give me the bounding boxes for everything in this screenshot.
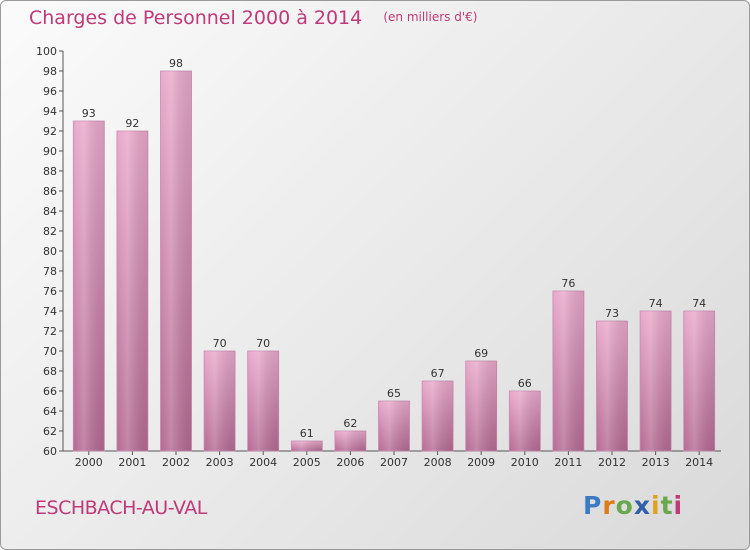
x-tick-label: 2001 [118,456,146,469]
x-tick-label: 2003 [206,456,234,469]
y-tick-label: 92 [43,125,57,138]
chart-subtitle: (en milliers d'€) [383,10,478,24]
data-label: 62 [343,417,357,430]
bar-highlight [73,121,105,451]
data-label: 70 [256,337,270,350]
chart-title: Charges de Personnel 2000 à 2014 [29,7,363,29]
x-tick-label: 2008 [424,456,452,469]
x-tick-label: 2005 [293,456,321,469]
y-tick-label: 94 [43,105,57,118]
data-label: 98 [169,57,183,70]
y-tick-label: 82 [43,225,57,238]
y-tick-label: 64 [43,405,57,418]
x-tick-label: 2009 [467,456,495,469]
commune-name: ESCHBACH-AU-VAL [35,497,207,519]
data-label: 70 [213,337,227,350]
x-tick-label: 2004 [249,456,277,469]
y-tick-label: 66 [43,385,57,398]
data-label: 73 [605,307,619,320]
y-tick-label: 98 [43,65,57,78]
y-tick-label: 100 [36,45,57,58]
y-tick-label: 96 [43,85,57,98]
bar-highlight [596,321,628,451]
bar-highlight [291,441,323,451]
x-tick-label: 2007 [380,456,408,469]
proxiti-logo: Proxiti [583,491,684,520]
x-tick-label: 2002 [162,456,190,469]
y-tick-label: 78 [43,265,57,278]
y-tick-label: 88 [43,165,57,178]
y-tick-label: 76 [43,285,57,298]
x-tick-label: 2013 [642,456,670,469]
x-tick-label: 2012 [598,456,626,469]
data-label: 67 [431,367,445,380]
y-tick-label: 62 [43,425,57,438]
x-tick-label: 2014 [685,456,713,469]
bar-highlight [160,71,192,451]
y-tick-label: 86 [43,185,57,198]
data-label: 74 [649,297,663,310]
bar-highlight [509,391,541,451]
bar-highlight [422,381,454,451]
data-label: 66 [518,377,532,390]
x-tick-label: 2011 [554,456,582,469]
bar-highlight [640,311,672,451]
bar-highlight [378,401,410,451]
bar-highlight [116,131,148,451]
bar-highlight [552,291,584,451]
data-label: 76 [561,277,575,290]
y-tick-label: 72 [43,325,57,338]
x-tick-label: 2010 [511,456,539,469]
data-label: 65 [387,387,401,400]
data-label: 74 [692,297,706,310]
data-label: 93 [82,107,96,120]
bar-highlight [247,351,279,451]
y-tick-label: 84 [43,205,57,218]
y-tick-label: 60 [43,445,57,458]
data-label: 92 [125,117,139,130]
data-label: 61 [300,427,314,440]
y-tick-label: 80 [43,245,57,258]
bar-highlight [334,431,366,451]
bar-highlight [465,361,497,451]
x-tick-label: 2000 [75,456,103,469]
bar-highlight [204,351,236,451]
bar-highlight [683,311,715,451]
y-tick-label: 70 [43,345,57,358]
x-tick-label: 2006 [336,456,364,469]
y-tick-label: 68 [43,365,57,378]
y-tick-label: 74 [43,305,57,318]
data-label: 69 [474,347,488,360]
y-tick-label: 90 [43,145,57,158]
chart-header: Charges de Personnel 2000 à 2014 (en mil… [29,7,477,29]
